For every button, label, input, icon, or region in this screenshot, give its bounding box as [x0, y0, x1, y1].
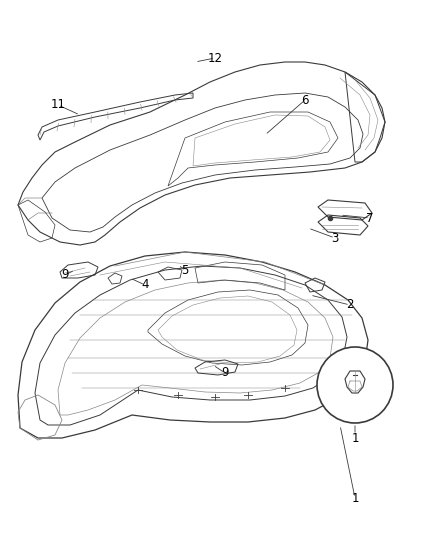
Text: 11: 11 [50, 99, 66, 111]
Text: 7: 7 [366, 212, 374, 224]
Circle shape [317, 347, 393, 423]
Text: 1: 1 [351, 432, 359, 445]
Text: 6: 6 [301, 93, 309, 107]
Text: 2: 2 [346, 298, 354, 311]
Text: 5: 5 [181, 263, 189, 277]
Text: 4: 4 [141, 279, 149, 292]
Text: 12: 12 [208, 52, 223, 64]
Text: 1: 1 [351, 491, 359, 505]
Text: 9: 9 [221, 367, 229, 379]
Text: 3: 3 [331, 231, 339, 245]
Text: 9: 9 [61, 269, 69, 281]
